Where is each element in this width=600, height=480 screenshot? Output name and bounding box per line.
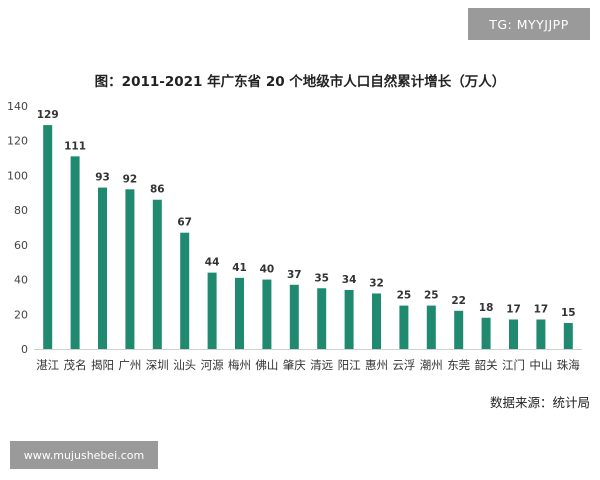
bar-江门 [509, 319, 518, 349]
bar-湛江 [43, 125, 53, 349]
x-tick-label: 广州 [118, 358, 141, 372]
website-badge: www.mujushebei.com [10, 441, 158, 469]
data-label: 17 [534, 303, 549, 315]
data-label: 129 [37, 109, 59, 121]
bar-肇庆 [289, 284, 299, 349]
x-tick-label: 湛江 [36, 358, 59, 372]
data-label: 44 [205, 257, 220, 269]
data-label: 92 [123, 173, 138, 185]
x-tick-label: 清远 [310, 358, 333, 372]
data-label: 22 [451, 295, 466, 307]
bar-云浮 [399, 305, 409, 349]
data-label: 15 [561, 307, 576, 319]
data-label: 25 [397, 290, 412, 302]
x-tick-label: 江门 [502, 358, 525, 372]
data-label: 35 [314, 272, 329, 284]
y-tick-label: 80 [14, 204, 28, 217]
data-label: 17 [506, 303, 521, 315]
data-label: 86 [150, 184, 165, 196]
x-tick-label: 中山 [529, 358, 552, 372]
bar-series [43, 125, 573, 349]
x-tick-label: 潮州 [420, 358, 443, 372]
watermark-badge: TG: MYYJJPP [468, 8, 590, 40]
bar-珠海 [563, 322, 573, 349]
bar-广州 [125, 189, 135, 349]
bar-潮州 [426, 305, 436, 349]
bar-清远 [317, 288, 327, 349]
data-label: 25 [424, 290, 439, 302]
data-label: 18 [479, 302, 494, 314]
data-label: 37 [287, 269, 302, 281]
bar-汕头 [180, 232, 190, 349]
x-tick-label: 肇庆 [283, 358, 306, 372]
x-tick-label: 揭阳 [91, 358, 114, 372]
x-tick-label: 珠海 [557, 358, 580, 372]
data-label: 67 [177, 217, 192, 229]
x-tick-label: 深圳 [146, 358, 169, 372]
x-tick-label: 茂名 [64, 358, 87, 372]
x-tick-label: 惠州 [365, 358, 388, 372]
x-tick-label: 汕头 [173, 358, 196, 372]
x-tick-label: 东莞 [447, 358, 470, 372]
data-label: 40 [260, 264, 275, 276]
bar-惠州 [372, 293, 381, 349]
bar-梅州 [235, 277, 244, 349]
bar-韶关 [481, 317, 491, 349]
y-tick-label: 140 [7, 100, 28, 113]
y-tick-label: 60 [14, 239, 28, 252]
source-note: 数据来源：统计局 [489, 395, 590, 410]
x-tick-label: 云浮 [392, 358, 415, 372]
data-label: 111 [64, 140, 86, 152]
data-label: 41 [232, 262, 247, 274]
y-tick-label: 20 [14, 308, 28, 321]
bar-茂名 [70, 156, 80, 349]
x-tick-label: 韶关 [475, 358, 498, 372]
bar-中山 [536, 319, 546, 349]
data-label: 32 [369, 277, 384, 289]
y-tick-label: 100 [7, 169, 28, 182]
y-tick-label: 120 [7, 135, 28, 148]
data-label: 93 [95, 172, 110, 184]
chart-title: 图：2011-2021 年广东省 20 个地级市人口自然累计增长（万人） [94, 74, 506, 90]
y-tick-label: 0 [21, 343, 28, 356]
data-label: 34 [342, 274, 357, 286]
bar-阳江 [344, 289, 354, 349]
bar-佛山 [262, 279, 272, 349]
x-tick-label: 佛山 [255, 358, 278, 372]
data-labels: 129 111 93 92 86 67 44 41 40 37 35 34 32 25 25 22 18 17 17… [37, 109, 576, 319]
y-axis: 0 20 40 60 80 100 120 140 [7, 100, 582, 356]
bar-东莞 [454, 310, 464, 349]
x-tick-label: 河源 [201, 358, 224, 372]
y-tick-label: 40 [14, 274, 28, 287]
x-tick-label: 阳江 [338, 358, 361, 372]
x-axis-labels: 湛江 茂名 揭阳 广州 深圳 汕头 河源 梅州 佛山 肇庆 清远 阳江 惠州 云浮 潮州 东莞 韶关 江门 中山 珠海 [36, 358, 580, 372]
bar-深圳 [152, 199, 162, 349]
bar-揭阳 [98, 187, 107, 349]
x-tick-label: 梅州 [228, 358, 251, 372]
bar-河源 [207, 272, 217, 349]
